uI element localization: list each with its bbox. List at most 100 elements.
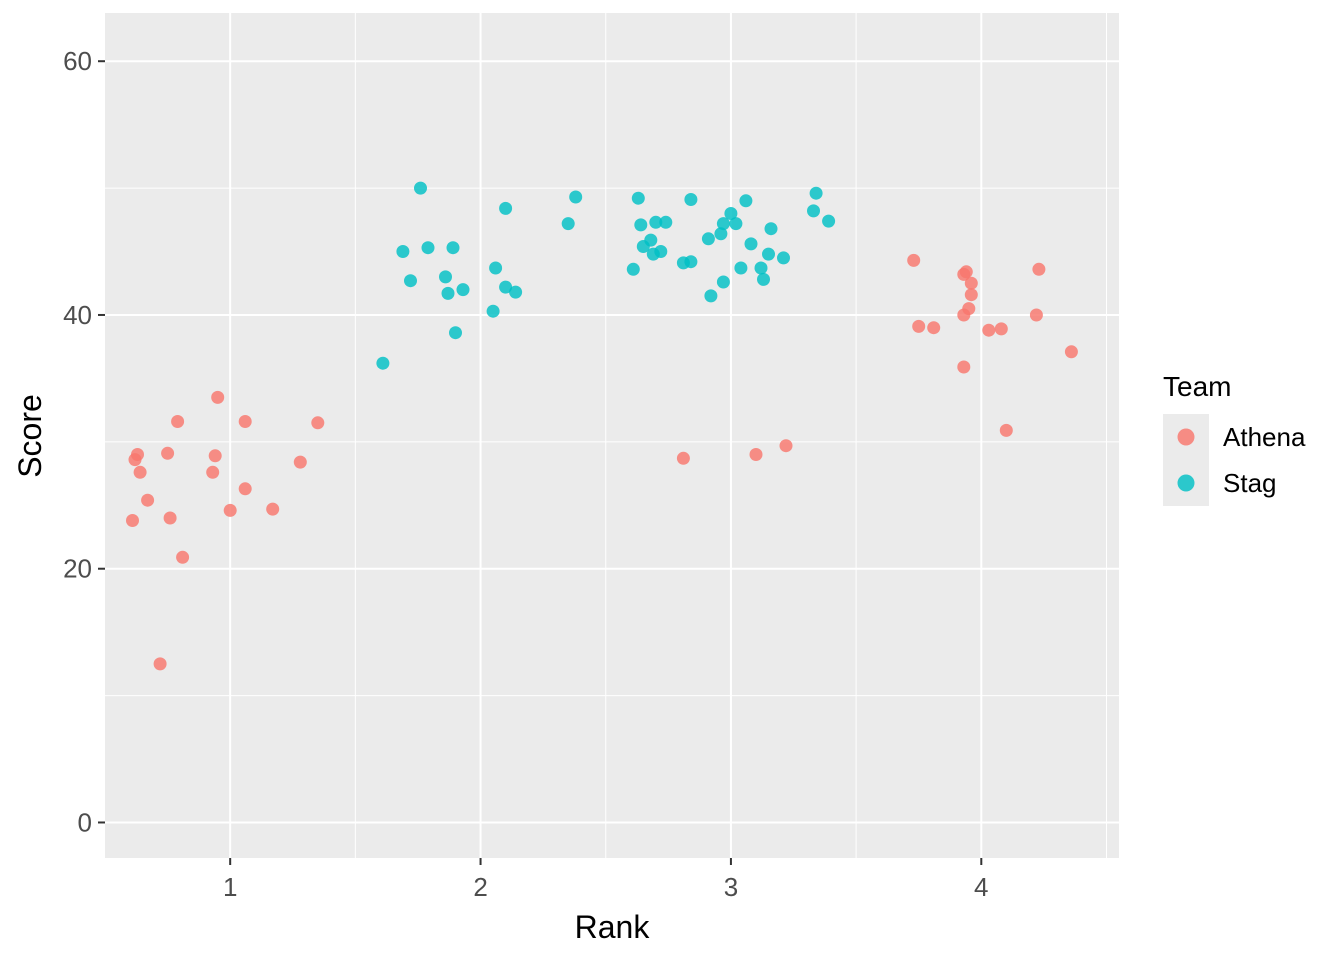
point-stag bbox=[486, 304, 500, 318]
point-stag bbox=[446, 241, 460, 255]
data-points bbox=[126, 181, 1078, 671]
point-stag bbox=[654, 245, 668, 258]
point-stag bbox=[441, 286, 455, 300]
point-stag bbox=[757, 272, 770, 286]
point-stag bbox=[649, 215, 663, 229]
point-stag bbox=[659, 215, 673, 229]
point-athena bbox=[163, 511, 177, 525]
x-axis-title: Rank bbox=[575, 909, 651, 945]
point-stag bbox=[499, 201, 513, 215]
axis-ticks bbox=[98, 60, 983, 865]
point-athena bbox=[238, 482, 252, 496]
point-stag bbox=[449, 326, 462, 340]
point-athena bbox=[266, 502, 280, 516]
legend-title: Team bbox=[1163, 371, 1231, 402]
point-athena bbox=[161, 446, 175, 460]
legend: Team Athena Stag bbox=[1163, 371, 1306, 506]
legend-items: Athena Stag bbox=[1163, 414, 1306, 506]
point-stag bbox=[716, 275, 730, 289]
x-tick-label: 4 bbox=[974, 872, 988, 902]
y-tick-label: 0 bbox=[78, 807, 92, 837]
point-athena bbox=[999, 423, 1013, 437]
y-tick-label: 20 bbox=[63, 554, 92, 584]
x-tick-label: 2 bbox=[473, 872, 487, 902]
point-athena bbox=[957, 360, 971, 374]
point-stag bbox=[822, 214, 836, 228]
point-athena bbox=[171, 415, 185, 428]
point-stag bbox=[716, 217, 730, 231]
legend-label-stag: Stag bbox=[1223, 468, 1277, 498]
point-athena bbox=[133, 465, 147, 479]
point-athena bbox=[141, 493, 155, 507]
point-athena bbox=[131, 448, 144, 461]
point-stag bbox=[644, 233, 658, 247]
y-tick-label: 40 bbox=[63, 300, 92, 330]
point-stag bbox=[754, 261, 768, 275]
point-stag bbox=[634, 218, 648, 232]
plot-panel bbox=[105, 13, 1119, 858]
point-athena bbox=[211, 390, 225, 404]
point-stag bbox=[729, 217, 743, 231]
point-athena bbox=[962, 302, 976, 316]
point-stag bbox=[489, 261, 503, 275]
point-stag bbox=[396, 245, 410, 258]
point-athena bbox=[126, 514, 139, 527]
point-stag bbox=[631, 191, 645, 205]
point-athena bbox=[1029, 308, 1043, 322]
point-athena bbox=[959, 265, 973, 279]
point-stag bbox=[561, 217, 575, 231]
point-athena bbox=[1064, 345, 1078, 359]
point-athena bbox=[311, 416, 325, 430]
point-stag bbox=[762, 247, 775, 261]
x-tick-label: 1 bbox=[223, 872, 237, 902]
legend-swatch-stag bbox=[1177, 474, 1195, 492]
point-stag bbox=[724, 207, 738, 220]
point-athena bbox=[982, 323, 996, 337]
legend-swatch-athena bbox=[1177, 428, 1195, 446]
point-stag bbox=[807, 204, 820, 218]
y-axis-title: Score bbox=[12, 394, 48, 478]
point-athena bbox=[964, 288, 978, 302]
point-stag bbox=[714, 227, 728, 241]
point-stag bbox=[764, 222, 778, 236]
point-stag bbox=[421, 241, 435, 255]
point-stag bbox=[684, 255, 698, 269]
point-stag bbox=[404, 274, 417, 288]
point-athena bbox=[994, 322, 1008, 336]
point-stag bbox=[414, 181, 427, 195]
point-stag bbox=[499, 280, 513, 294]
point-athena bbox=[927, 321, 941, 335]
point-athena bbox=[176, 550, 190, 564]
point-stag bbox=[809, 186, 823, 200]
point-stag bbox=[684, 193, 698, 206]
point-stag bbox=[734, 261, 748, 275]
point-stag bbox=[439, 270, 452, 284]
grid-lines bbox=[105, 13, 1119, 858]
point-athena bbox=[208, 449, 222, 463]
point-stag bbox=[626, 262, 640, 276]
point-athena bbox=[779, 439, 793, 453]
legend-label-athena: Athena bbox=[1223, 422, 1306, 452]
point-athena bbox=[907, 253, 921, 267]
y-tick-label: 60 bbox=[63, 46, 92, 76]
point-athena bbox=[238, 415, 252, 428]
point-stag bbox=[777, 251, 790, 265]
point-stag bbox=[701, 232, 715, 246]
point-athena bbox=[749, 448, 763, 461]
point-stag bbox=[456, 283, 470, 297]
point-athena bbox=[206, 465, 220, 479]
point-stag bbox=[739, 194, 753, 208]
point-stag bbox=[509, 285, 523, 299]
point-athena bbox=[153, 657, 167, 671]
point-athena bbox=[293, 455, 307, 469]
point-athena bbox=[1032, 262, 1046, 276]
point-stag bbox=[569, 190, 583, 204]
point-stag bbox=[704, 289, 718, 303]
point-stag bbox=[744, 237, 758, 251]
point-athena bbox=[964, 276, 978, 290]
x-tick-label: 3 bbox=[724, 872, 738, 902]
point-stag bbox=[376, 356, 390, 370]
point-athena bbox=[676, 451, 690, 465]
